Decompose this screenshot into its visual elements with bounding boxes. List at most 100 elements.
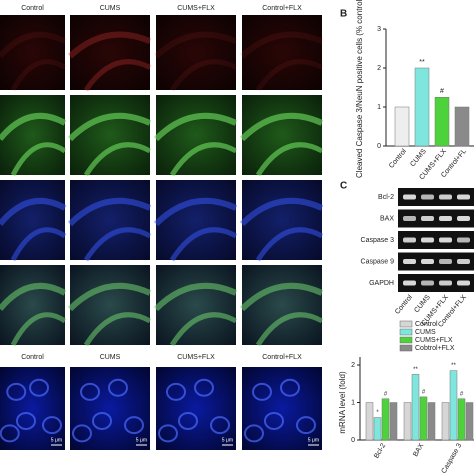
column-label: Control bbox=[21, 354, 44, 361]
gel bbox=[398, 231, 474, 249]
micrograph bbox=[0, 15, 65, 90]
nucleus bbox=[92, 411, 112, 430]
nucleus bbox=[42, 416, 62, 435]
micrograph bbox=[70, 367, 150, 450]
bar bbox=[434, 97, 450, 147]
legend-swatch bbox=[399, 344, 413, 352]
micrograph bbox=[70, 15, 150, 90]
bar bbox=[389, 402, 398, 441]
lane-label: Control bbox=[394, 294, 414, 316]
y-tick-label: 0 bbox=[351, 437, 355, 444]
cell-layer bbox=[0, 112, 67, 141]
gel bbox=[398, 209, 474, 228]
cell-layer bbox=[10, 59, 67, 92]
gel-band bbox=[457, 216, 470, 221]
gel-band bbox=[421, 194, 434, 200]
value-label: ** bbox=[419, 59, 425, 66]
cell-layer bbox=[67, 112, 152, 142]
micrograph bbox=[0, 367, 65, 450]
micrograph bbox=[0, 180, 65, 260]
nucleus bbox=[108, 378, 128, 397]
nucleus bbox=[194, 378, 214, 397]
legend-label: Control bbox=[415, 321, 438, 328]
micrograph bbox=[70, 95, 150, 175]
column-label: Control+FLX bbox=[262, 5, 302, 12]
column-label: Control+FLX bbox=[262, 354, 302, 361]
micrograph bbox=[242, 180, 322, 260]
gel bbox=[398, 188, 474, 206]
y-axis-label: Cleaved Caspase 3/NeuN positive cells (%… bbox=[355, 0, 364, 178]
nucleus bbox=[296, 416, 316, 435]
cell-layer bbox=[153, 31, 238, 59]
gel-band bbox=[439, 216, 452, 221]
cell-layer bbox=[169, 59, 238, 92]
cell-layer bbox=[67, 31, 152, 59]
micrograph bbox=[156, 15, 236, 90]
micrograph bbox=[0, 95, 65, 175]
micrograph bbox=[156, 95, 236, 175]
x-tick-label: BAX bbox=[412, 442, 425, 458]
gel-band bbox=[439, 280, 452, 286]
cell-layer bbox=[0, 282, 67, 311]
row-label: Caspase 9 bbox=[361, 258, 395, 265]
gel-band bbox=[421, 216, 434, 221]
cell-layer bbox=[239, 31, 324, 59]
micrograph bbox=[242, 95, 322, 175]
gel-band bbox=[439, 194, 452, 200]
bar bbox=[373, 417, 382, 441]
legend-label: CUMS bbox=[415, 329, 436, 336]
bar bbox=[457, 398, 466, 441]
bar bbox=[394, 106, 410, 147]
cell-layer bbox=[169, 227, 238, 262]
y-tick-label: 2 bbox=[351, 362, 355, 369]
cell-layer bbox=[169, 312, 238, 347]
scale-label: 5 μm bbox=[308, 437, 319, 443]
row-label: BAX bbox=[380, 215, 394, 222]
nucleus bbox=[264, 411, 284, 430]
gel-band bbox=[457, 194, 470, 200]
cell-layer bbox=[83, 312, 152, 347]
cell-layer bbox=[83, 59, 152, 92]
column-label: CUMS bbox=[100, 5, 121, 12]
nucleus bbox=[210, 416, 230, 435]
bar bbox=[427, 402, 436, 441]
value-label: # bbox=[460, 391, 464, 397]
bar bbox=[465, 402, 474, 441]
panel-label: B bbox=[340, 9, 347, 20]
nucleus bbox=[124, 416, 144, 435]
nucleus bbox=[80, 382, 100, 401]
micrograph bbox=[242, 15, 322, 90]
column-label: CUMS+FLX bbox=[177, 354, 215, 361]
x-tick-label: Caspase 3 bbox=[441, 442, 464, 474]
scale-label: 5 μm bbox=[136, 437, 147, 443]
nucleus bbox=[178, 411, 198, 430]
gel bbox=[398, 274, 474, 292]
nucleus bbox=[29, 378, 49, 397]
bar bbox=[419, 396, 428, 441]
legend-swatch bbox=[399, 336, 413, 344]
gel-band bbox=[439, 259, 452, 264]
bar bbox=[454, 106, 470, 147]
nucleus bbox=[244, 424, 264, 443]
row-label: Caspase 3 bbox=[361, 237, 395, 244]
cell-layer bbox=[0, 31, 67, 59]
column-label: Control bbox=[21, 5, 44, 12]
y-tick-label: 0 bbox=[377, 143, 381, 150]
y-tick-label: 1 bbox=[351, 399, 355, 406]
value-label: # bbox=[384, 391, 388, 397]
scale-label: 5 μm bbox=[222, 437, 233, 443]
row-label: Bcl-2 bbox=[378, 194, 394, 201]
cell-layer bbox=[10, 142, 67, 177]
cell-layer bbox=[67, 282, 152, 312]
gel-band bbox=[403, 216, 416, 221]
cell-layer bbox=[239, 282, 324, 312]
scale-label: 5 μm bbox=[51, 437, 62, 443]
cell-layer bbox=[255, 59, 324, 92]
value-label: ** bbox=[413, 367, 418, 373]
cell-layer bbox=[83, 227, 152, 262]
legend-swatch bbox=[399, 328, 413, 336]
gel-band bbox=[403, 280, 416, 286]
y-tick-label: 1 bbox=[377, 104, 381, 111]
cell-layer bbox=[10, 312, 67, 347]
x-tick-label: CUMS bbox=[409, 148, 428, 169]
